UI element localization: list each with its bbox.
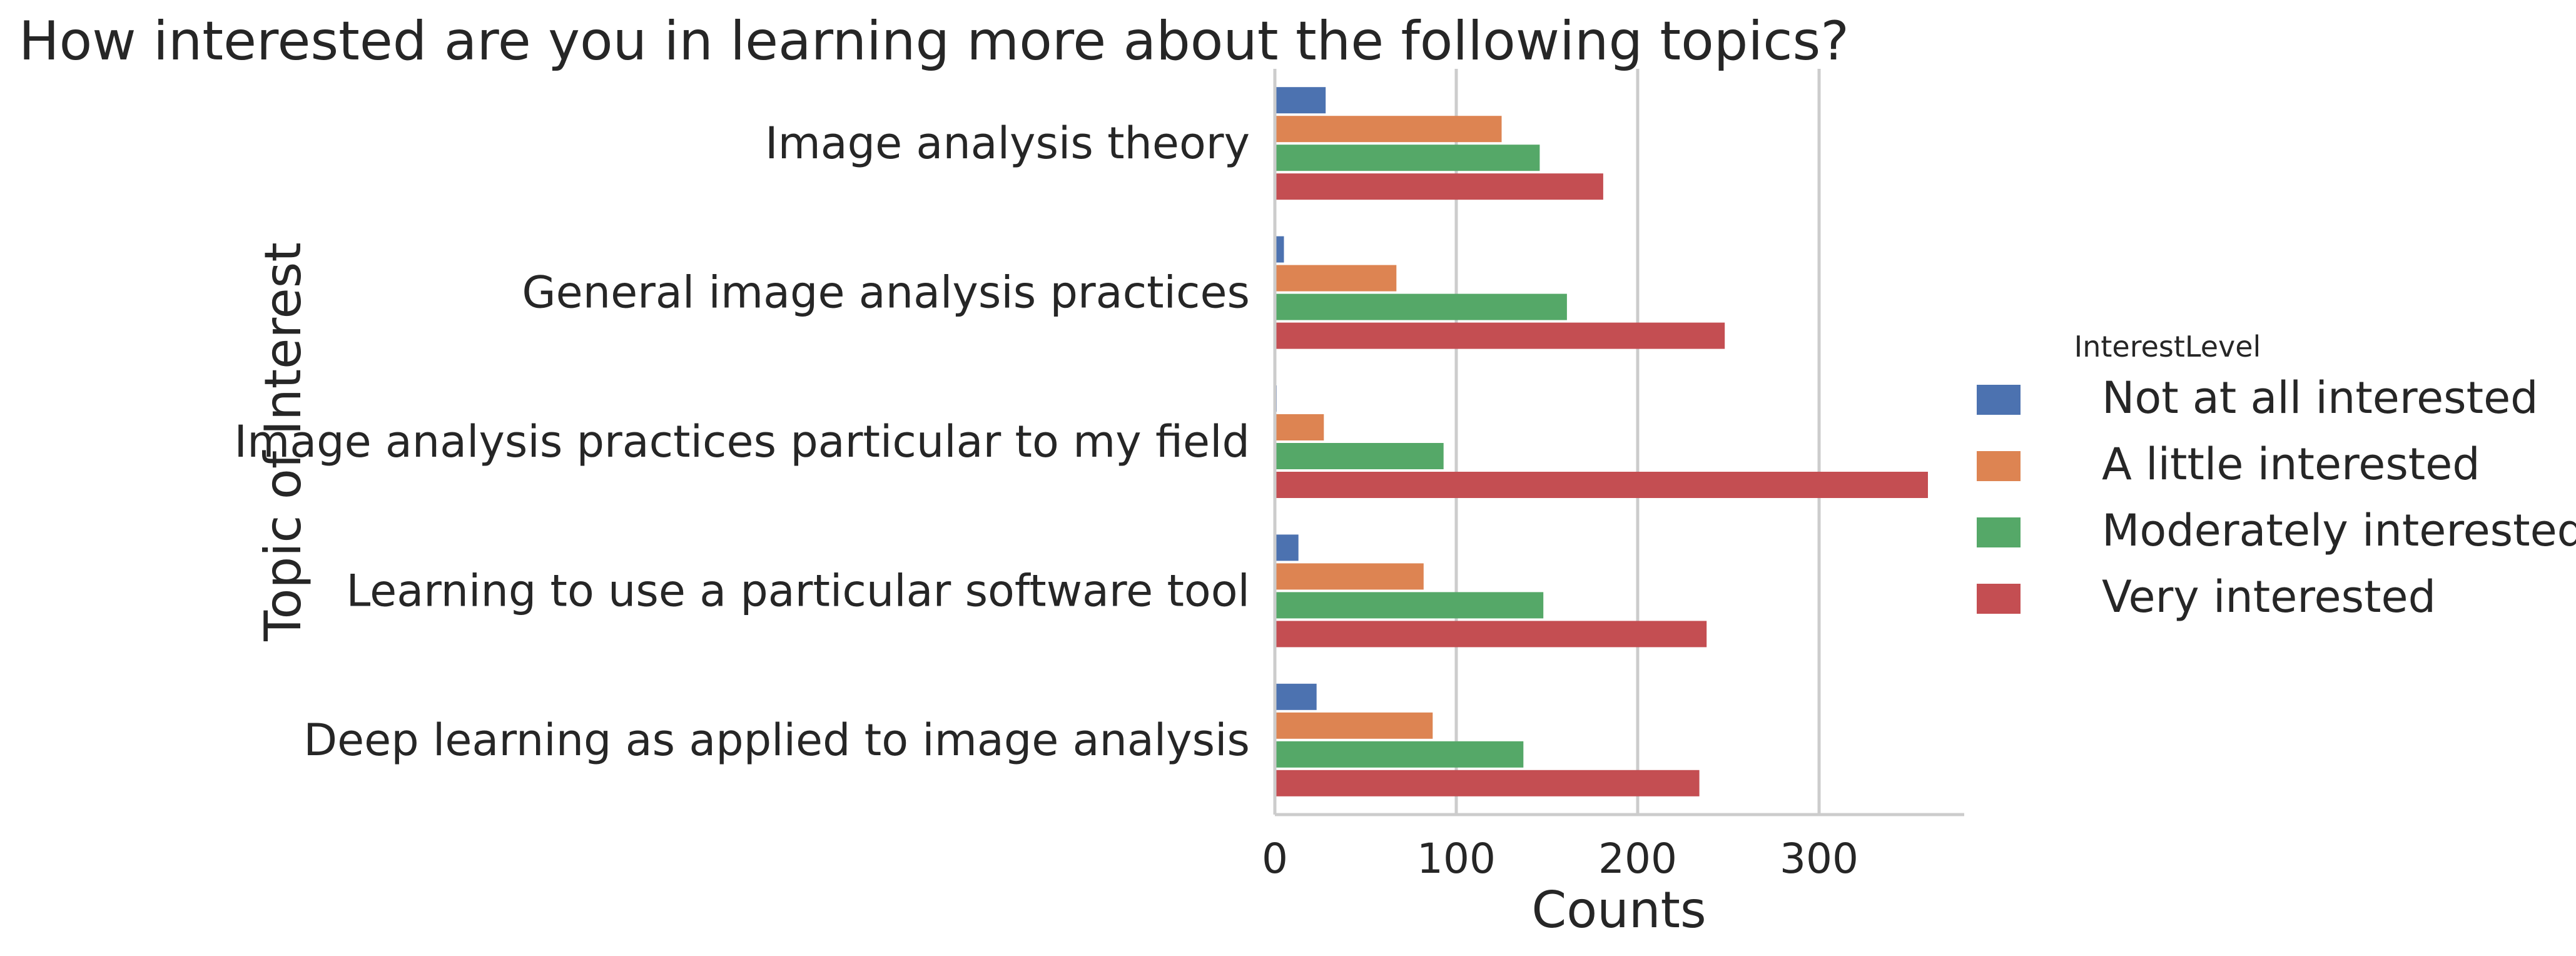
legend-swatch — [1977, 584, 2021, 614]
bars — [1275, 87, 1928, 796]
bar-not-at-all-interested-3 — [1275, 534, 1299, 561]
bar-very-interested-0 — [1275, 173, 1603, 200]
x-tick-label: 300 — [1780, 835, 1858, 883]
bar-moderately-interested-4 — [1275, 741, 1524, 768]
legend-title: InterestLevel — [2074, 330, 2261, 364]
legend-label: Very interested — [2102, 571, 2436, 623]
legend-label: A little interested — [2102, 439, 2480, 490]
legend-swatch — [1977, 517, 2021, 547]
bar-very-interested-4 — [1275, 770, 1700, 796]
y-axis-label: Topic of Interest — [254, 242, 312, 641]
category-label: Learning to use a particular software to… — [346, 565, 1250, 616]
bar-a-little-interested-3 — [1275, 563, 1424, 590]
category-labels: Image analysis theory General image analy… — [234, 118, 1250, 766]
x-tick-label: 0 — [1262, 835, 1288, 883]
bar-a-little-interested-0 — [1275, 116, 1502, 143]
bar-a-little-interested-2 — [1275, 414, 1324, 440]
bar-a-little-interested-1 — [1275, 265, 1397, 292]
chart-title: How interested are you in learning more … — [19, 10, 1849, 73]
bar-very-interested-3 — [1275, 621, 1707, 648]
legend-swatch — [1977, 451, 2021, 481]
bar-moderately-interested-1 — [1275, 293, 1567, 320]
bar-very-interested-2 — [1275, 472, 1928, 498]
legend-swatch — [1977, 385, 2021, 415]
x-axis-label: Counts — [1531, 881, 1706, 939]
bar-not-at-all-interested-1 — [1275, 236, 1284, 263]
legend: InterestLevel Not at all interested A lit… — [1977, 330, 2576, 623]
category-label: Image analysis theory — [765, 118, 1250, 169]
legend-label: Not at all interested — [2102, 372, 2538, 424]
bar-very-interested-1 — [1275, 322, 1725, 349]
bar-not-at-all-interested-4 — [1275, 683, 1317, 710]
category-label: General image analysis practices — [522, 267, 1250, 318]
bar-a-little-interested-4 — [1275, 712, 1433, 739]
bar-moderately-interested-3 — [1275, 592, 1544, 619]
legend-label: Moderately interested — [2102, 505, 2576, 556]
category-label: Image analysis practices particular to m… — [234, 416, 1250, 467]
bar-moderately-interested-0 — [1275, 145, 1540, 171]
category-label: Deep learning as applied to image analys… — [303, 714, 1250, 766]
bar-not-at-all-interested-0 — [1275, 87, 1326, 114]
bar-moderately-interested-2 — [1275, 443, 1444, 469]
x-tick-label: 100 — [1417, 835, 1496, 883]
x-tick-labels: 0 100 200 300 — [1262, 835, 1858, 883]
x-tick-label: 200 — [1598, 835, 1677, 883]
